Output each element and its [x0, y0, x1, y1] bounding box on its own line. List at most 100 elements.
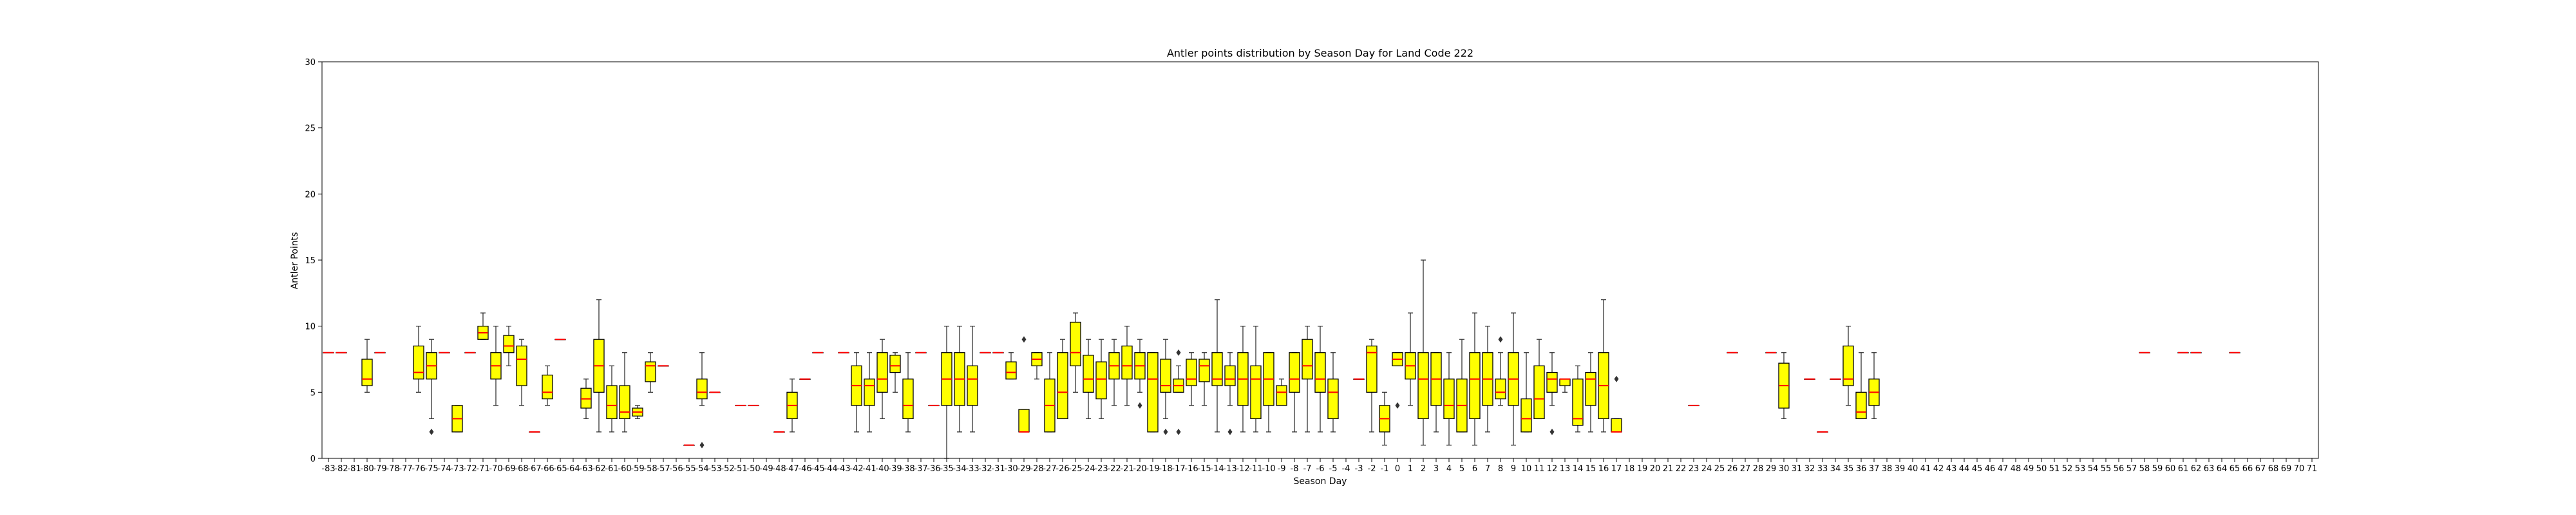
box--41: [864, 352, 875, 433]
x-tick-label: -73: [450, 464, 464, 474]
box-iqr: [1289, 352, 1300, 393]
x-tick-label: 57: [2126, 464, 2137, 474]
box--69: [503, 326, 515, 366]
x-tick-label: 18: [1624, 464, 1635, 474]
x-tick-label: -69: [502, 464, 515, 474]
y-tick-label: 25: [305, 124, 316, 134]
x-tick-label: -42: [849, 464, 863, 474]
x-tick-label: -58: [643, 464, 657, 474]
x-tick-label: 25: [1714, 464, 1725, 474]
box--24: [1083, 339, 1094, 420]
box-iqr: [1327, 379, 1339, 420]
x-tick-label: -6: [1316, 464, 1325, 474]
box--53: [709, 391, 721, 393]
plot-frame: [321, 61, 2319, 459]
x-tick-label: 7: [1485, 464, 1490, 474]
x-tick-label: 19: [1637, 464, 1648, 474]
box--18: [1160, 339, 1171, 435]
x-tick-label: -38: [901, 464, 914, 474]
box-5: [1456, 339, 1468, 433]
outlier-point: [1176, 428, 1181, 435]
box-iqr: [1366, 345, 1378, 393]
x-tick-label: 21: [1663, 464, 1674, 474]
x-tick-label: 14: [1573, 464, 1584, 474]
box-iqr: [1842, 345, 1854, 386]
box-iqr: [1005, 361, 1017, 380]
x-tick-label: -35: [940, 464, 953, 474]
box--65: [554, 339, 566, 341]
x-tick-label: 2: [1421, 464, 1426, 474]
x-tick-label: 53: [2075, 464, 2086, 474]
outlier-point: [699, 442, 705, 449]
x-tick-label: -3: [1355, 464, 1363, 474]
box-12: [1546, 352, 1558, 435]
x-tick-label: -49: [759, 464, 773, 474]
box--75: [426, 339, 437, 435]
x-tick-label: -11: [1249, 464, 1262, 474]
x-tick-label: 46: [1985, 464, 1996, 474]
x-tick-label: 6: [1472, 464, 1477, 474]
box-33: [1817, 431, 1828, 433]
x-tick-label: -68: [515, 464, 528, 474]
box--13: [1224, 352, 1236, 435]
box-iqr: [1250, 365, 1262, 420]
y-axis: 0 5 10 15 20 25 30: [305, 58, 322, 464]
x-tick-label: -65: [553, 464, 567, 474]
outlier-point: [1227, 428, 1233, 435]
box-iqr: [876, 352, 888, 393]
x-tick-label: -62: [592, 464, 605, 474]
box-17: [1611, 375, 1622, 433]
x-tick-label: -70: [489, 464, 502, 474]
box--25: [1070, 312, 1081, 393]
box-iqr: [967, 365, 978, 406]
x-tick-label: 66: [2242, 464, 2253, 474]
box--80: [361, 339, 373, 393]
box--27: [1044, 352, 1056, 433]
box-34: [1830, 378, 1841, 380]
x-tick-label: -75: [424, 464, 438, 474]
x-tick-label: 4: [1446, 464, 1452, 474]
x-tick-label: -24: [1081, 464, 1095, 474]
x-tick-label: 28: [1753, 464, 1764, 474]
y-tick-label: 10: [305, 323, 316, 332]
box-4: [1443, 352, 1455, 446]
box--9: [1276, 379, 1287, 406]
box-7: [1482, 326, 1493, 433]
box-11: [1533, 339, 1545, 420]
box-iqr: [1546, 371, 1558, 393]
x-tick-label: -7: [1303, 464, 1312, 474]
x-tick-label: 68: [2268, 464, 2279, 474]
x-tick-label: -80: [360, 464, 374, 474]
x-tick-label: -25: [1068, 464, 1082, 474]
x-tick-label: 69: [2281, 464, 2292, 474]
box--58: [645, 352, 656, 393]
box--35: [941, 326, 952, 459]
x-tick-label: -30: [1004, 464, 1018, 474]
box-iqr: [542, 374, 553, 400]
box-iqr: [503, 335, 515, 353]
x-tick-label: 8: [1498, 464, 1503, 474]
x-tick-label: 37: [1869, 464, 1880, 474]
x-tick-label: 35: [1843, 464, 1854, 474]
x-tick-label: 24: [1701, 464, 1712, 474]
x-tick-label: 33: [1817, 464, 1828, 474]
box--42: [851, 352, 862, 433]
x-tick-label: 44: [1959, 464, 1970, 474]
x-tick-label: 10: [1521, 464, 1532, 474]
x-tick-label: 60: [2165, 464, 2176, 474]
x-tick-label: -44: [824, 464, 837, 474]
x-tick-label: -15: [1197, 464, 1211, 474]
box-3: [1430, 352, 1442, 433]
x-tick-label: -27: [1043, 464, 1056, 474]
box--11: [1250, 326, 1262, 433]
box--22: [1108, 339, 1120, 406]
x-tick-label: 52: [2062, 464, 2073, 474]
x-tick-label: -76: [412, 464, 425, 474]
x-tick-label: -54: [695, 464, 708, 474]
box-35: [1842, 326, 1854, 406]
box-14: [1572, 365, 1584, 433]
x-tick-label: 65: [2230, 464, 2240, 474]
box--5: [1327, 352, 1339, 433]
box--12: [1237, 326, 1249, 433]
